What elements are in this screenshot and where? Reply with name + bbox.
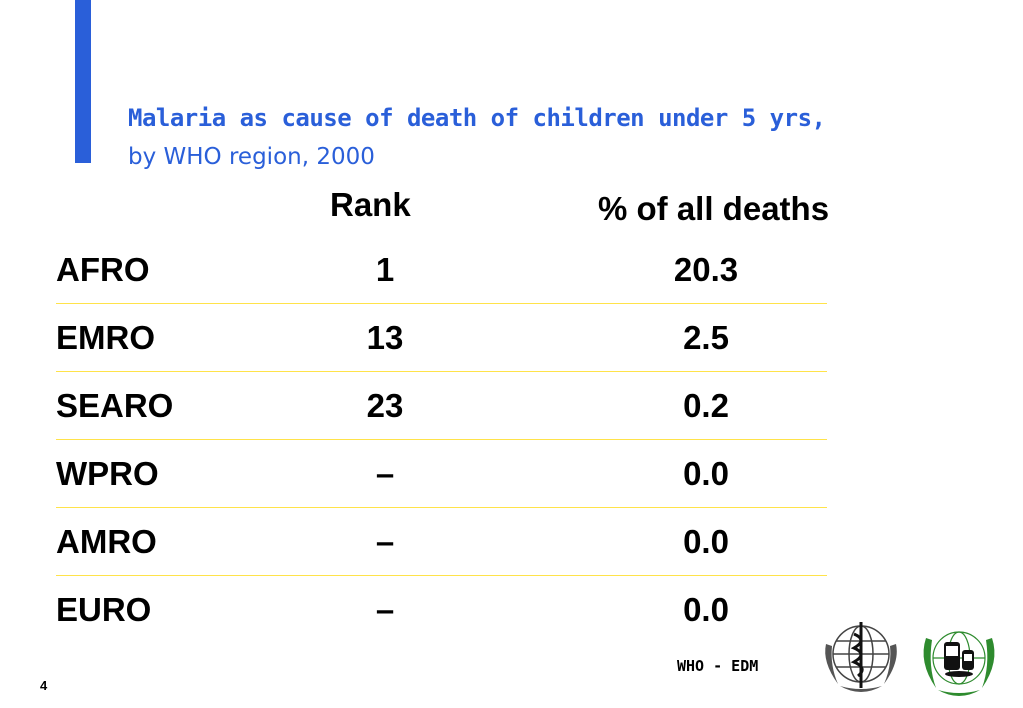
percent-cell: 0.2 [683,387,729,424]
rank-cell: – [375,523,395,560]
table-row: EMRO 13 2.5 [56,304,827,372]
column-header-percent: % of all deaths [598,190,830,227]
table-row: SEARO 23 0.2 [56,372,827,440]
accent-bar [75,0,91,163]
region-cell: SEARO [56,387,174,424]
footer-label: WHO - EDM [677,657,759,675]
table-row: AFRO 1 20.3 [56,236,827,304]
rank-cell: 23 [366,387,404,424]
slide-title: Malaria as cause of death of children un… [128,104,826,132]
rank-cell: – [375,455,395,492]
percent-cell: 0.0 [683,591,729,628]
region-cell: EMRO [56,319,155,356]
percent-cell: 0.0 [683,455,729,492]
region-cell: WPRO [56,455,159,492]
rank-cell: – [375,591,395,628]
row-divider [56,575,827,576]
region-cell: EURO [56,591,152,628]
page-number: 4 [40,678,48,693]
percent-cell: 20.3 [673,251,739,288]
percent-cell: 2.5 [683,319,729,356]
column-header-rank: Rank [330,186,411,223]
row-divider [56,371,827,372]
percent-cell: 0.0 [683,523,729,560]
region-cell: AMRO [56,523,157,560]
region-cell: AFRO [56,251,150,288]
row-divider [56,507,827,508]
table-row: WPRO – 0.0 [56,440,827,508]
rank-cell: 13 [366,319,404,356]
table-row: AMRO – 0.0 [56,508,827,576]
edm-emblem-icon [923,631,995,696]
row-divider [56,439,827,440]
row-divider [56,303,827,304]
who-emblem-icon [825,622,897,692]
rank-cell: 1 [375,251,395,288]
slide-subtitle: by WHO region, 2000 [128,144,375,170]
table-row: EURO – 0.0 [56,576,827,644]
